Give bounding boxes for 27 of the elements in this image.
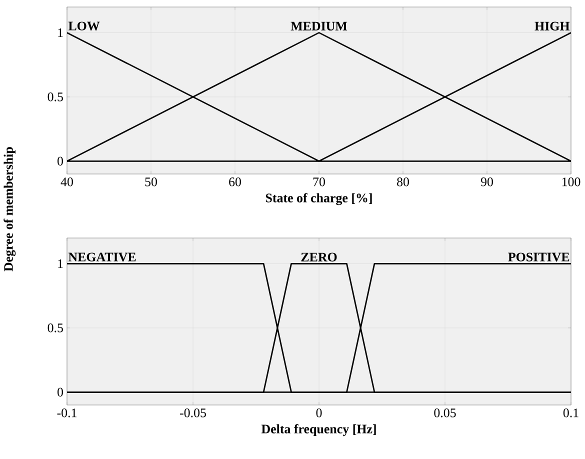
series-label: LOW [68, 22, 100, 30]
y-tick-label: 1 [58, 259, 63, 268]
x-tick-label: -0.1 [57, 408, 76, 418]
x-tick-label: 90 [480, 178, 493, 186]
y-tick-label: 0 [58, 388, 63, 397]
series-label: NEGATIVE [68, 252, 136, 262]
series-label: MEDIUM [290, 22, 348, 30]
y-tick-label: 1 [58, 28, 63, 37]
x-tick-label: 60 [229, 178, 241, 186]
x-tick-label: 0.05 [434, 408, 456, 418]
x-tick-label: 100 [562, 178, 580, 186]
y-tick-label: 0.5 [48, 92, 63, 102]
y-tick-label: 0 [58, 156, 63, 166]
x-tick-label: 0 [316, 408, 322, 418]
x-tick-label: 80 [397, 178, 409, 186]
x-tick-label: 0.1 [563, 408, 578, 418]
x-axis-title: Delta frequency [Hz] [261, 424, 376, 436]
series-label: POSITIVE [508, 252, 570, 262]
x-tick-label: -0.05 [180, 408, 206, 418]
x-tick-label: 40 [60, 178, 73, 186]
series-label: ZERO [301, 252, 337, 262]
y-axis-title: Degree of membership [4, 147, 16, 272]
x-tick-label: 70 [313, 178, 325, 186]
y-tick-label: 0.5 [48, 324, 63, 332]
series-label: HIGH [534, 22, 570, 30]
x-tick-label: 50 [145, 178, 157, 186]
x-axis-title: State of charge [%] [266, 193, 372, 206]
